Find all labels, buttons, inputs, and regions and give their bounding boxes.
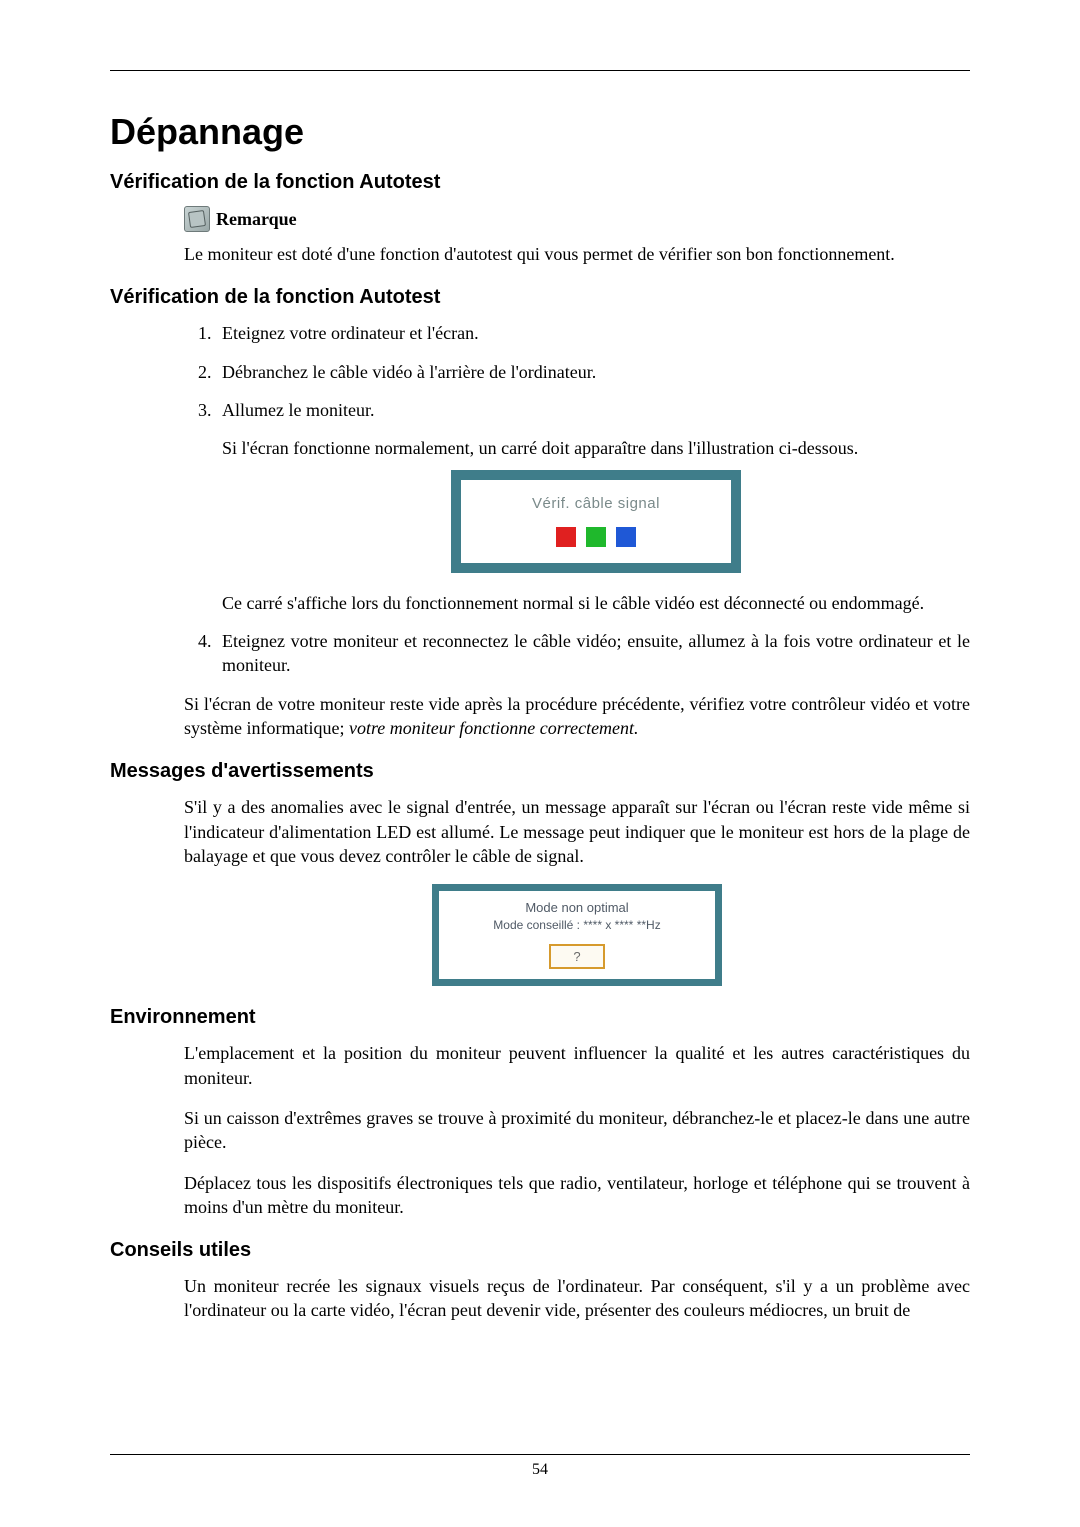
step-3-text: Allumez le moniteur. (222, 400, 374, 420)
note-icon (184, 206, 210, 232)
square-blue (616, 527, 636, 547)
step-3-sub1: Si l'écran fonctionne normalement, un ca… (222, 436, 970, 460)
document-page: Dépannage Vérification de la fonction Au… (0, 0, 1080, 1527)
step-3-sub2: Ce carré s'affiche lors du fonctionnemen… (222, 591, 970, 615)
osd-check-cable-text: Vérif. câble signal (469, 494, 723, 514)
osd-check-cable: Vérif. câble signal (451, 470, 741, 572)
osd-mode-line1: Mode non optimal (445, 899, 709, 917)
rgb-squares (469, 527, 723, 547)
step-1: Eteignez votre ordinateur et l'écran. (216, 321, 970, 345)
heading-autotest-2: Vérification de la fonction Autotest (110, 286, 970, 309)
heading-autotest-1: Vérification de la fonction Autotest (110, 171, 970, 194)
environment-p3: Déplacez tous les dispositifs électroniq… (184, 1171, 970, 1220)
osd-check-cable-inner: Vérif. câble signal (461, 480, 731, 562)
heading-environment: Environnement (110, 1006, 970, 1029)
environment-p2: Si un caisson d'extrêmes graves se trouv… (184, 1106, 970, 1155)
bottom-rule (110, 1454, 970, 1455)
heading-warnings: Messages d'avertissements (110, 760, 970, 783)
page-number: 54 (110, 1461, 970, 1479)
page-footer: 54 (110, 1454, 970, 1479)
environment-p1: L'emplacement et la position du moniteur… (184, 1041, 970, 1090)
osd-mode-nonoptimal: Mode non optimal Mode conseillé : **** x… (432, 884, 722, 986)
note-body: Le moniteur est doté d'une fonction d'au… (184, 242, 970, 266)
step-3: Allumez le moniteur. Si l'écran fonction… (216, 398, 970, 615)
warnings-body: S'il y a des anomalies avec le signal d'… (184, 795, 970, 868)
step-2: Débranchez le câble vidéo à l'arrière de… (216, 360, 970, 384)
tips-p1: Un moniteur recrée les signaux visuels r… (184, 1274, 970, 1323)
osd-mode-inner: Mode non optimal Mode conseillé : **** x… (439, 891, 715, 979)
heading-tips: Conseils utiles (110, 1239, 970, 1262)
osd-mode-line2: Mode conseillé : **** x **** **Hz (445, 917, 709, 933)
osd-mode-button: ? (549, 944, 604, 970)
steps-list: Eteignez votre ordinateur et l'écran. Dé… (184, 321, 970, 677)
autotest-closing: Si l'écran de votre moniteur reste vide … (184, 692, 970, 741)
step-4: Eteignez votre moniteur et reconnectez l… (216, 629, 970, 678)
square-red (556, 527, 576, 547)
autotest-closing-italic: votre moniteur fonctionne correctement. (349, 718, 639, 738)
top-rule (110, 70, 970, 71)
page-title: Dépannage (110, 111, 970, 153)
note-label: Remarque (216, 207, 297, 231)
square-green (586, 527, 606, 547)
